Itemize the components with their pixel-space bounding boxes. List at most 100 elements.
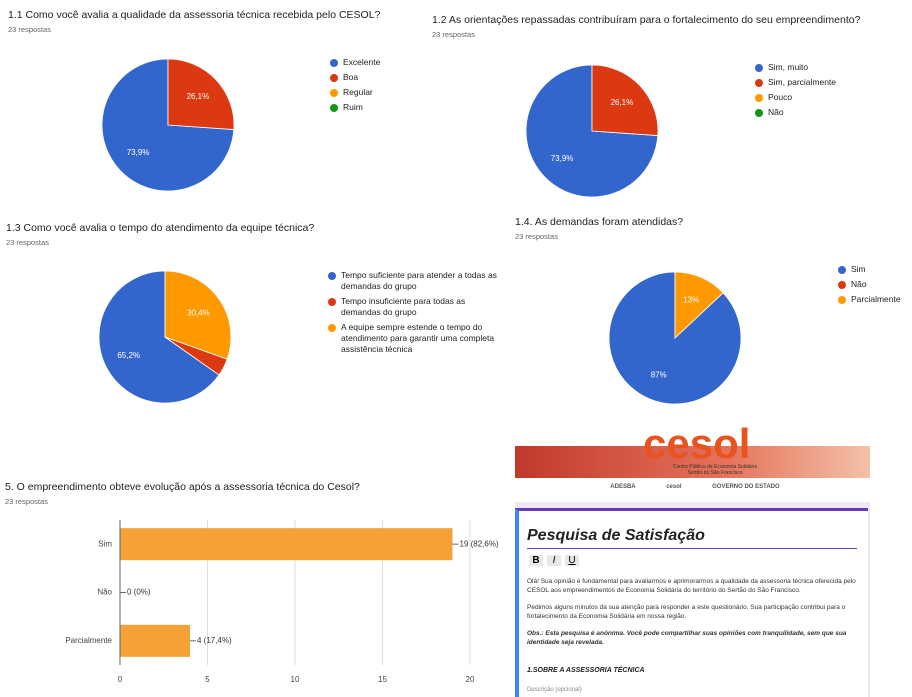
legend-swatch [755, 63, 763, 72]
legend: Sim Não Parcialmente [838, 264, 912, 309]
chart-subtitle: 23 respostas [432, 30, 475, 39]
pie-slice [98, 270, 220, 404]
slice-label: 87% [651, 371, 667, 380]
slice-label: 73,9% [127, 148, 150, 157]
sponsor: ADESBA [610, 484, 636, 490]
legend-item: Boa [330, 72, 420, 83]
legend-item: Excelente [330, 57, 420, 68]
chart-subtitle: 23 respostas [5, 497, 48, 506]
legend-label: Sim, muito [768, 62, 809, 72]
bar [120, 624, 190, 657]
chart-title: 5. O empreendimento obteve evolução após… [5, 481, 360, 493]
x-tick-label: 5 [205, 675, 210, 684]
form-preview: cesol Centro Público de Economia Solidár… [515, 418, 870, 697]
legend-item: Sim, parcialmente [755, 77, 865, 88]
legend-item: Não [838, 279, 912, 290]
legend: Tempo suficiente para atender a todas as… [328, 270, 503, 359]
legend-swatch [755, 93, 763, 102]
section-title[interactable]: 1.SOBRE A ASSESSORIA TÉCNICA [527, 667, 645, 674]
bar-label: 4 (17,4%) [197, 636, 232, 645]
legend-item: Não [755, 107, 865, 118]
paragraph: Pedimos alguns minutos da sua atenção pa… [527, 604, 846, 620]
legend-label: Sim, parcialmente [768, 77, 837, 87]
legend-item: Regular [330, 87, 420, 98]
chart-subtitle: 23 respostas [6, 238, 49, 247]
legend-item: Tempo insuficiente para todas as demanda… [328, 296, 503, 318]
legend-item: A equipe sempre estende o tempo do atend… [328, 322, 503, 355]
legend-label: A equipe sempre estende o tempo do atend… [341, 322, 495, 354]
legend-swatch [330, 73, 338, 82]
form-header: cesol Centro Público de Economia Solidár… [515, 418, 870, 502]
bar-label: 0 (0%) [127, 588, 151, 597]
pie-slice [674, 271, 724, 339]
legend-swatch [330, 88, 338, 97]
chart-title: 1.4. As demandas foram atendidas? [515, 216, 683, 228]
logo: cesol [643, 420, 751, 467]
legend-item: Parcialmente [838, 294, 912, 305]
slice-label: 26,1% [611, 98, 634, 107]
legend-item: Tempo suficiente para atender a todas as… [328, 270, 503, 292]
legend-label: Parcialmente [851, 294, 901, 304]
legend-item: Ruim [330, 102, 420, 113]
chart-title: 1.2 As orientações repassadas contribuír… [432, 14, 861, 26]
bold-button[interactable]: B [529, 555, 543, 566]
section-description[interactable]: Descrição (opcional) [527, 687, 582, 693]
legend-swatch [838, 280, 846, 289]
legend-swatch [330, 58, 338, 67]
paragraph: Obs.: Esta pesquisa é anônima. Você pode… [527, 630, 847, 646]
legend-label: Sim [851, 264, 866, 274]
chart-title: 1.1 Como você avalia a qualidade da asse… [8, 9, 381, 21]
y-tick-label: Parcialmente [65, 636, 112, 645]
legend-label: Excelente [343, 57, 381, 67]
logo-caption: Centro Público de Economia Solidária Ser… [672, 464, 758, 476]
italic-button[interactable]: I [547, 555, 561, 566]
legend-item: Sim [838, 264, 912, 275]
legend-label: Regular [343, 87, 373, 97]
legend-label: Boa [343, 72, 359, 82]
chart-title: 1.3 Como você avalia o tempo do atendime… [6, 222, 314, 234]
y-tick-label: Não [97, 588, 112, 597]
legend-swatch [330, 103, 338, 112]
y-tick-label: Sim [98, 539, 112, 548]
legend-item: Pouco [755, 92, 865, 103]
slice-label: 30,4% [187, 309, 210, 318]
legend-label: Pouco [768, 92, 793, 102]
legend-item: Sim, muito [755, 62, 865, 73]
x-tick-label: 15 [378, 675, 387, 684]
form-title[interactable]: Pesquisa de Satisfação [527, 527, 857, 549]
underline-button[interactable]: U [565, 555, 579, 566]
legend-swatch [328, 323, 336, 332]
legend-swatch [838, 265, 846, 274]
legend-label: Não [768, 107, 784, 117]
legend-swatch [755, 78, 763, 87]
chart-subtitle: 23 respostas [515, 232, 558, 241]
slice-label: 13% [683, 296, 699, 305]
slice-label: 73,9% [551, 154, 574, 163]
x-tick-label: 10 [291, 675, 300, 684]
pie-slice [591, 64, 659, 136]
legend-swatch [755, 108, 763, 117]
x-tick-label: 0 [118, 675, 123, 684]
form-body: Pesquisa de Satisfação B I U Olá! Sua op… [515, 508, 868, 697]
sponsors: ADESBA cesol GOVERNO DO ESTADO [595, 484, 795, 490]
paragraph: Olá! Sua opinião é fundamental para aval… [527, 578, 856, 594]
pie-slice [167, 58, 235, 130]
pie-slice [164, 270, 232, 360]
legend-swatch [328, 271, 336, 280]
slice-label: 65,2% [117, 351, 140, 360]
header-band [515, 446, 870, 478]
bar [120, 528, 453, 561]
sponsor: cesol [666, 484, 682, 490]
chart-subtitle: 23 respostas [8, 25, 51, 34]
legend-label: Tempo suficiente para atender a todas as… [341, 270, 497, 291]
legend-label: Não [851, 279, 867, 289]
bar-label: 19 (82,6%) [460, 539, 499, 548]
legend-label: Tempo insuficiente para todas as demanda… [341, 296, 466, 317]
legend-label: Ruim [343, 102, 363, 112]
legend-swatch [838, 295, 846, 304]
toolbar: B I U [529, 555, 579, 566]
legend: Excelente Boa Regular Ruim [330, 57, 420, 117]
legend-swatch [328, 297, 336, 306]
